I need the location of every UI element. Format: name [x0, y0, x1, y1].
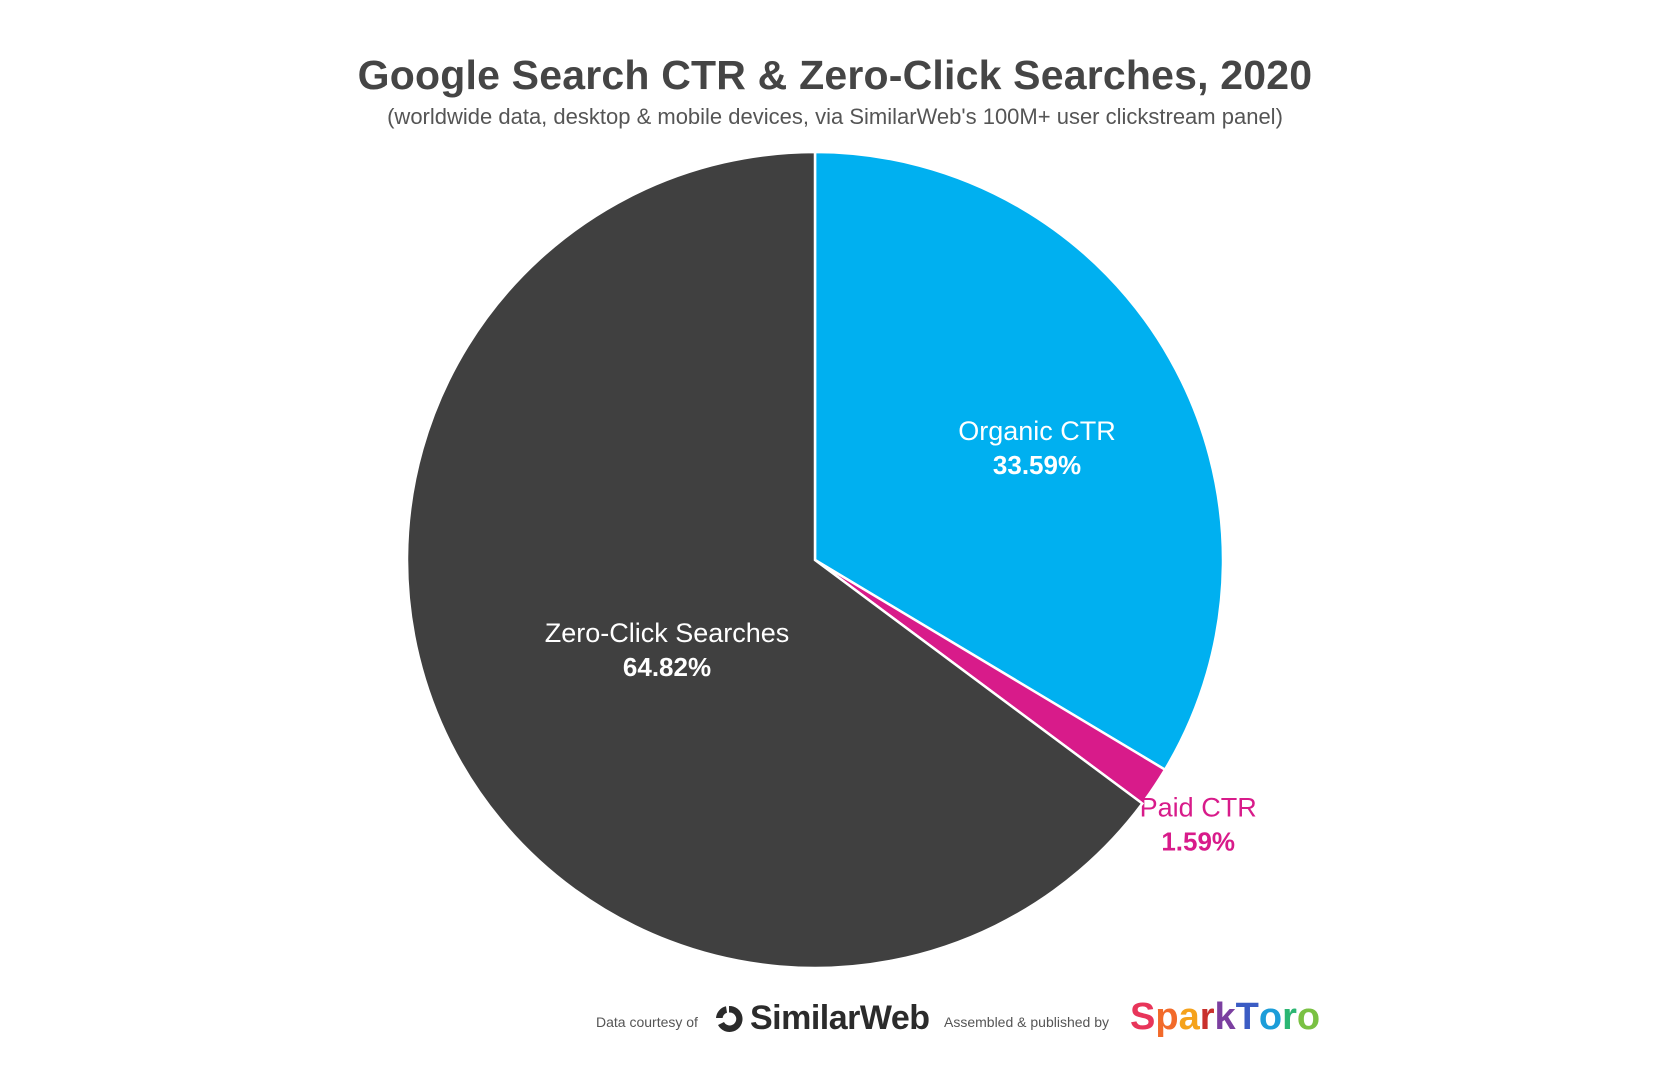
chart-title: Google Search CTR & Zero-Click Searches,… — [357, 52, 1313, 98]
sparktoro-logo-letter: p — [1155, 996, 1179, 1038]
similarweb-logo-text: SimilarWeb — [750, 999, 930, 1037]
data-courtesy-label: Data courtesy of — [596, 1014, 698, 1030]
slice-value-label: 1.59% — [1161, 826, 1235, 856]
chart-subtitle: (worldwide data, desktop & mobile device… — [387, 104, 1283, 129]
slice-label: Organic CTR — [958, 416, 1116, 446]
sparktoro-logo-letter: k — [1214, 996, 1236, 1038]
published-by-label: Assembled & published by — [944, 1014, 1109, 1030]
slice-value-label: 64.82% — [623, 652, 711, 682]
sparktoro-logo-letter: r — [1199, 996, 1215, 1038]
pie-slice-zero-click-searches — [405, 150, 1145, 970]
sparktoro-logo-letter: a — [1178, 996, 1200, 1038]
sparktoro-logo: SparkToro — [1130, 996, 1320, 1039]
similarweb-icon — [716, 1005, 743, 1032]
sparktoro-logo-letter: o — [1258, 996, 1283, 1038]
slice-value-label: 33.59% — [993, 450, 1081, 480]
sparktoro-logo-letter: T — [1235, 996, 1259, 1038]
sparktoro-logo-letter: r — [1282, 996, 1297, 1038]
similarweb-logo: SimilarWeb — [714, 999, 930, 1038]
sparktoro-logo-letter: S — [1130, 996, 1156, 1038]
slice-label: Zero-Click Searches — [545, 618, 790, 648]
pie-slice-organic-ctr — [813, 150, 1225, 772]
sparktoro-logo-letter: o — [1296, 996, 1321, 1038]
slice-label: Paid CTR — [1140, 792, 1257, 822]
